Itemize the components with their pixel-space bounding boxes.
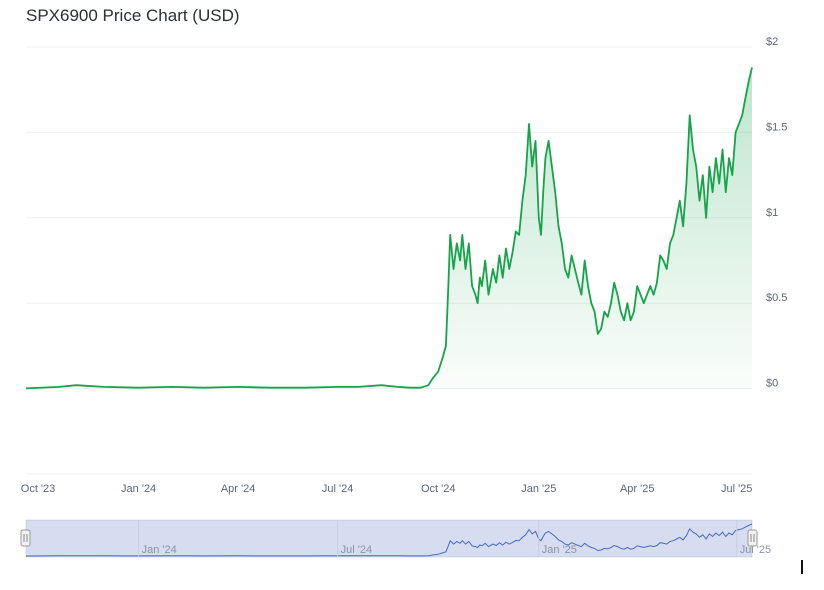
navigator-axis: Jan '24 Jul '24 Jan '25 Jul '25 [138, 520, 771, 557]
x-tick-label: Jul '24 [322, 483, 353, 495]
navigator-tick-label: Jul '25 [740, 544, 771, 556]
y-tick-label: $0.5 [766, 292, 787, 304]
x-tick-label: Jul '25 [721, 483, 752, 495]
x-tick-label: Oct '23 [21, 483, 56, 495]
range-navigator[interactable]: Jan '24 Jul '24 Jan '25 Jul '25 [20, 519, 771, 558]
x-tick-label: Apr '24 [221, 483, 256, 495]
x-axis: Oct '23 Jan '24 Apr '24 Jul '24 Oct '24 Jan '… [21, 483, 753, 495]
grid-lines [26, 46, 752, 475]
y-tick-label: $1.5 [766, 121, 787, 133]
text-cursor [801, 560, 803, 574]
x-tick-label: Oct '24 [421, 483, 456, 495]
navigator-selection[interactable] [26, 520, 752, 557]
x-tick-label: Jan '24 [121, 483, 156, 495]
x-tick-label: Jan '25 [521, 483, 556, 495]
y-tick-label: $0 [766, 378, 778, 390]
navigator-left-handle[interactable] [20, 529, 31, 547]
price-area-fill [26, 67, 752, 389]
x-tick-label: Apr '25 [620, 483, 655, 495]
navigator-background [25, 519, 753, 558]
navigator-series-line [25, 523, 753, 557]
navigator-tick-label: Jan '24 [142, 544, 177, 556]
navigator-tick-label: Jan '25 [542, 544, 577, 556]
navigator-right-handle[interactable] [747, 529, 758, 547]
y-axis: $2 $1.5 $1 $0.5 $0 [766, 36, 787, 390]
y-tick-label: $1 [766, 207, 778, 219]
price-line [25, 67, 753, 390]
navigator-tick-label: Jul '24 [341, 544, 372, 556]
chart-title: SPX6900 Price Chart (USD) [26, 6, 240, 25]
y-tick-label: $2 [766, 36, 778, 48]
